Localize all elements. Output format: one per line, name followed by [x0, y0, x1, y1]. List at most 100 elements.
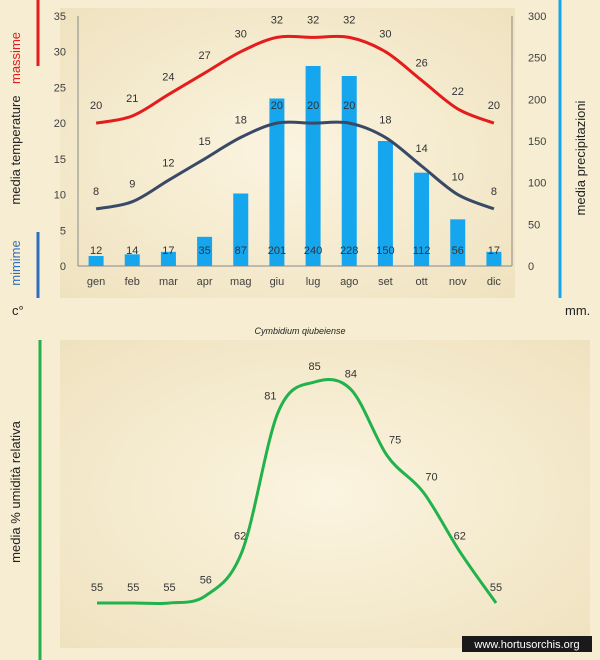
humidity-value-label: 81: [264, 390, 276, 402]
precip-value-label: 201: [268, 245, 286, 257]
precip-bar: [197, 236, 213, 266]
humidity-value-label: 75: [389, 435, 401, 447]
right-tick-label: 0: [528, 261, 534, 273]
max-value-label: 22: [452, 86, 464, 98]
humidity-value-label: 62: [454, 530, 466, 542]
max-value-label: 24: [162, 72, 174, 84]
humidity-value-label: 55: [163, 582, 175, 594]
month-label: mag: [230, 276, 251, 288]
humidity-value-label: 85: [309, 361, 321, 373]
precip-bar: [377, 141, 393, 266]
month-label: dic: [487, 276, 502, 288]
right-tick-label: 200: [528, 94, 546, 106]
temp-unit-label: c°: [12, 303, 24, 318]
precip-bar: [233, 193, 249, 266]
humidity-axis-title: media % umidità relativa: [8, 420, 23, 562]
left-tick-label: 35: [54, 11, 66, 23]
precip-value-label: 240: [304, 245, 322, 257]
left-tick-label: 10: [54, 190, 66, 202]
humidity-value-label: 55: [490, 582, 502, 594]
left-tick-label: 20: [54, 118, 66, 130]
right-tick-label: 250: [528, 53, 546, 65]
max-value-label: 30: [235, 29, 247, 41]
top-chart-panel: [60, 8, 515, 298]
humidity-value-label: 70: [425, 472, 437, 484]
min-value-label: 20: [307, 100, 319, 112]
precip-bar: [160, 251, 176, 266]
humidity-value-label: 55: [91, 582, 103, 594]
max-value-label: 26: [415, 57, 427, 69]
precip-value-label: 228: [340, 245, 358, 257]
precip-value-label: 150: [376, 245, 394, 257]
max-value-label: 20: [488, 100, 500, 112]
max-value-label: 27: [198, 50, 210, 62]
watermark-text: www.hortusorchis.org: [473, 639, 579, 651]
bottom-chart-panel: [60, 340, 590, 648]
max-value-label: 20: [90, 100, 102, 112]
temp-axis-title: media temperature: [8, 95, 23, 204]
month-label: nov: [449, 276, 467, 288]
humidity-value-label: 84: [345, 368, 357, 380]
month-label: lug: [306, 276, 321, 288]
precip-value-label: 56: [452, 245, 464, 257]
max-value-label: 30: [379, 29, 391, 41]
right-tick-label: 150: [528, 136, 546, 148]
series-line-mimime: [95, 120, 495, 211]
precip-bar: [414, 172, 430, 266]
min-axis-title: mimime: [8, 240, 23, 286]
max-value-label: 21: [126, 93, 138, 105]
series-line-humidity: [97, 377, 498, 606]
right-tick-label: 100: [528, 178, 546, 190]
max-value-label: 32: [271, 14, 283, 26]
prec-axis-title: media precipitazioni: [573, 100, 588, 215]
precip-value-label: 87: [235, 245, 247, 257]
humidity-value-label: 55: [127, 582, 139, 594]
watermark-box: [462, 636, 592, 652]
precip-bar: [450, 219, 466, 266]
left-tick-label: 25: [54, 82, 66, 94]
min-value-label: 8: [491, 186, 497, 198]
humidity-value-label: 62: [234, 530, 246, 542]
precip-bar: [305, 66, 321, 266]
max-axis-title: massime: [8, 32, 23, 84]
precip-value-label: 35: [198, 245, 210, 257]
min-value-label: 10: [452, 172, 464, 184]
min-value-label: 9: [129, 179, 135, 191]
min-value-label: 12: [162, 157, 174, 169]
month-label: giu: [270, 276, 285, 288]
month-label: ott: [415, 276, 427, 288]
left-tick-label: 30: [54, 47, 66, 59]
precip-bar: [124, 254, 140, 266]
right-tick-label: 50: [528, 219, 540, 231]
species-title: Cymbidium qiubeiense: [254, 326, 345, 336]
min-value-label: 14: [415, 143, 427, 155]
max-value-label: 32: [343, 14, 355, 26]
month-label: feb: [125, 276, 140, 288]
precip-value-label: 112: [413, 245, 431, 257]
month-label: gen: [87, 276, 105, 288]
min-value-label: 20: [343, 100, 355, 112]
max-value-label: 32: [307, 14, 319, 26]
precip-bar: [269, 98, 285, 266]
month-label: mar: [159, 276, 178, 288]
precip-bar: [88, 256, 104, 266]
min-value-label: 18: [379, 114, 391, 126]
month-label: set: [378, 276, 393, 288]
precip-value-label: 14: [126, 245, 138, 257]
prec-unit-label: mm.: [565, 303, 590, 318]
min-value-label: 15: [198, 136, 210, 148]
left-tick-label: 0: [60, 261, 66, 273]
precip-value-label: 17: [162, 245, 174, 257]
series-line-massime: [95, 34, 495, 125]
min-value-label: 8: [93, 186, 99, 198]
month-label: ago: [340, 276, 358, 288]
humidity-value-label: 56: [200, 575, 212, 587]
right-tick-label: 300: [528, 11, 546, 23]
left-tick-label: 15: [54, 154, 66, 166]
precip-bar: [486, 251, 502, 266]
month-label: apr: [197, 276, 213, 288]
precip-value-label: 12: [90, 245, 102, 257]
precip-value-label: 17: [488, 245, 500, 257]
